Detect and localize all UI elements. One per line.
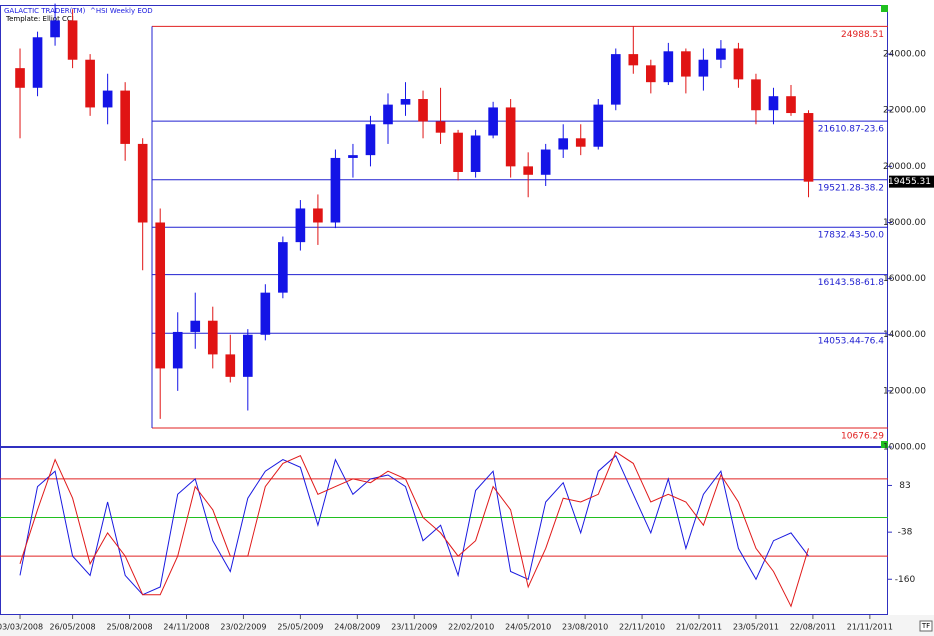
level-label: 24988.51	[841, 30, 884, 40]
candle-body	[435, 121, 446, 133]
candle-body	[523, 166, 533, 175]
candle-body	[751, 79, 761, 111]
y-tick-label: 83	[899, 481, 910, 491]
x-tick-label: 23/02/2009	[220, 623, 266, 632]
x-tick-label: 24/11/2008	[163, 623, 209, 632]
candle-body	[50, 20, 60, 38]
candle-body	[67, 20, 78, 60]
tf-box[interactable]	[919, 620, 933, 632]
candle-body	[260, 292, 271, 335]
y-tick-label: 16000.00	[883, 274, 926, 284]
level-label: 19521.28-38.2	[818, 183, 884, 193]
y-tick-label: -160	[895, 575, 916, 585]
x-tick-label: 22/11/2010	[619, 623, 665, 632]
candle-body	[400, 99, 411, 105]
candle-body	[505, 107, 516, 167]
tf-label: TF	[921, 622, 930, 630]
header-name: GALACTIC TRADER(TM)	[4, 7, 86, 15]
level-label: 17832.43-50.0	[818, 231, 885, 241]
candle-body	[120, 90, 130, 144]
candle-body	[383, 104, 393, 125]
x-tick-label: 25/08/2008	[106, 623, 152, 632]
x-tick-label: 23/11/2009	[391, 623, 437, 632]
level-label: 14053.44-76.4	[818, 337, 885, 347]
candle-body	[786, 96, 796, 114]
last-price-box	[889, 175, 934, 188]
candle-body	[348, 155, 358, 158]
level-label: 16143.58-61.8	[818, 278, 885, 288]
x-tick-label: 24/05/2010	[505, 623, 551, 632]
candle-body	[278, 242, 288, 293]
candle-body	[295, 208, 306, 243]
candle-body	[558, 138, 569, 150]
candle-body	[803, 113, 814, 182]
price-panel	[0, 5, 888, 447]
y-tick-label: 10000.00	[883, 443, 926, 453]
x-tick-label: 25/05/2009	[277, 623, 323, 632]
candle-body	[155, 222, 166, 369]
x-tick-label: 24/08/2009	[334, 623, 380, 632]
candle-body	[540, 149, 551, 175]
candle-body	[488, 107, 498, 136]
x-tick-label: 21/02/2011	[676, 623, 722, 632]
date-axis	[0, 615, 934, 636]
y-tick-label: 12000.00	[883, 386, 926, 396]
candle-body	[610, 54, 621, 105]
x-tick-label: 23/08/2010	[562, 623, 608, 632]
candle-body	[663, 51, 674, 83]
marker	[881, 5, 888, 12]
candle-body	[733, 48, 744, 80]
candle-body	[102, 90, 113, 108]
x-tick-label: 22/08/2011	[790, 623, 836, 632]
candle-body	[768, 96, 779, 111]
candle-body	[453, 132, 463, 172]
candle-body	[365, 124, 376, 156]
candle-body	[470, 135, 481, 172]
candle-body	[172, 331, 183, 369]
indicator-line	[19, 451, 809, 608]
last-price-label: 19455.31	[888, 177, 931, 187]
y-tick-label: -38	[898, 528, 913, 538]
x-tick-label: 22/02/2010	[448, 623, 494, 632]
x-tick-label: 21/11/2011	[847, 623, 893, 632]
y-tick-label: 14000.00	[883, 330, 926, 340]
indicator-panel	[0, 447, 888, 615]
candle-body	[85, 59, 95, 108]
candle-body	[418, 99, 428, 122]
header-symbol: ^HSI Weekly EOD	[90, 7, 153, 15]
x-tick-label: 26/05/2008	[50, 623, 96, 632]
candle-body	[15, 68, 25, 88]
x-tick-label: 23/05/2011	[733, 623, 779, 632]
candle-body	[313, 208, 323, 223]
candle-body	[207, 320, 218, 355]
x-tick-label: 03/03/2008	[0, 623, 43, 632]
y-tick-label: 18000.00	[883, 218, 926, 228]
y-tick-label: 24000.00	[883, 50, 926, 60]
candle-body	[330, 157, 341, 223]
subtitle: Template: Elliot CCI	[5, 15, 74, 23]
y-tick-label: 20000.00	[883, 162, 926, 172]
level-label: 21610.87-23.6	[818, 125, 885, 135]
indicator-line	[19, 454, 809, 596]
candle-body	[681, 51, 691, 77]
marker	[881, 441, 888, 448]
candle-body	[716, 48, 726, 60]
candle-body	[628, 54, 639, 66]
candle-body	[137, 143, 148, 223]
level-label: 10676.29	[841, 432, 884, 442]
candle-body	[575, 138, 586, 147]
candle-body	[242, 334, 253, 377]
candle-body	[646, 65, 656, 83]
y-tick-label: 22000.00	[883, 106, 926, 116]
candle-body	[593, 104, 604, 147]
candle-body	[225, 354, 236, 377]
candle-body	[698, 59, 709, 77]
candle-body	[190, 320, 201, 332]
plot-layer: 24000.00 22000.00 20000.00 18000.00 16000.00…	[0, 3, 934, 632]
candle-body	[32, 37, 43, 88]
